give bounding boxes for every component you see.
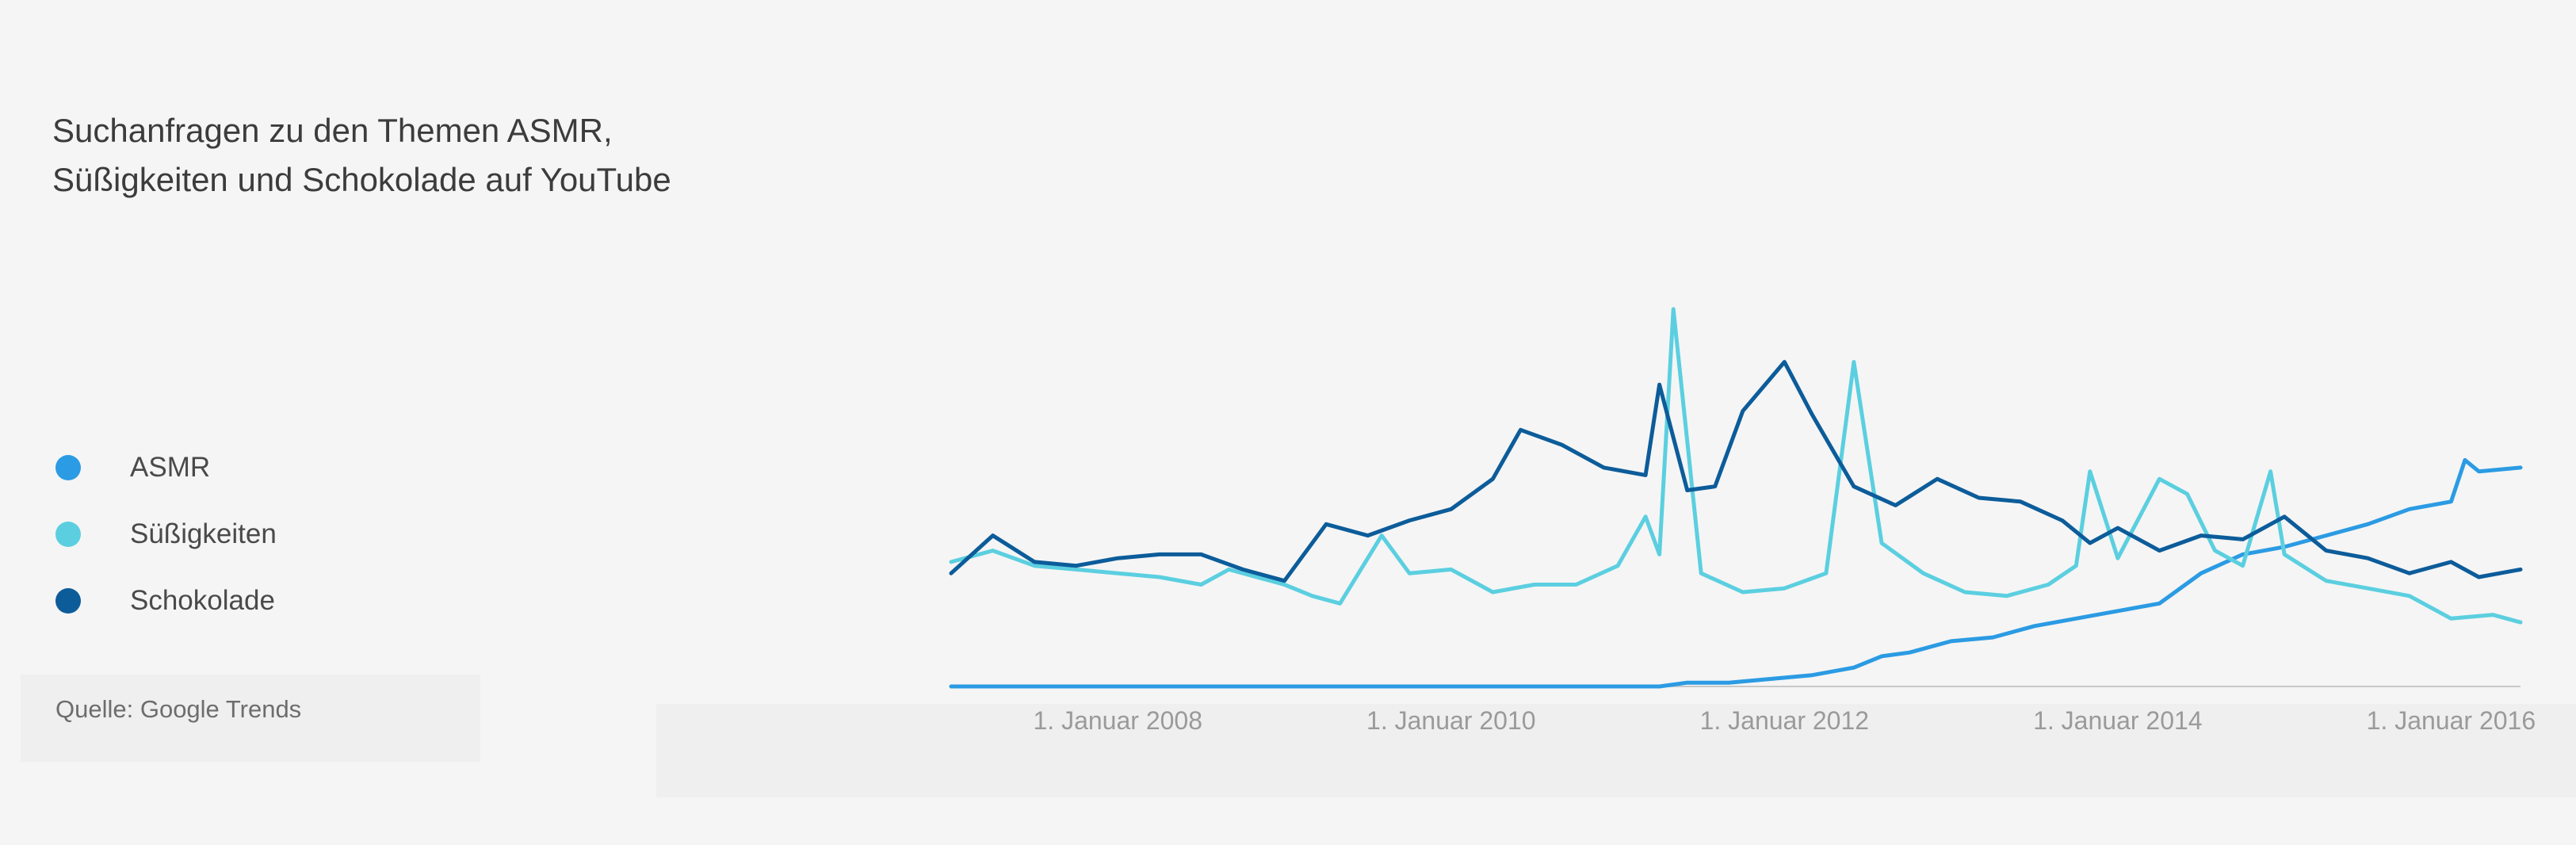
legend: ASMR Süßigkeiten Schokolade xyxy=(55,434,277,634)
chart-series xyxy=(949,307,2523,689)
legend-label-asmr: ASMR xyxy=(130,452,211,483)
x-tick-label: 1. Januar 2016 xyxy=(2367,706,2536,735)
chart-title-line-2: Süßigkeiten und Schokolade auf YouTube xyxy=(52,161,671,198)
legend-label-suessigkeiten: Süßigkeiten xyxy=(130,518,277,549)
legend-dot-schokolade-icon xyxy=(55,588,81,614)
source-box: Quelle: Google Trends xyxy=(21,675,480,762)
series-line-asmr[interactable] xyxy=(949,457,2523,689)
x-tick-label: 1. Januar 2010 xyxy=(1366,706,1536,735)
legend-item-asmr[interactable]: ASMR xyxy=(55,434,277,501)
x-tick-label: 1. Januar 2012 xyxy=(1700,706,1870,735)
chart-title-line-1: Suchanfragen zu den Themen ASMR, xyxy=(52,112,613,149)
legend-item-suessigkeiten[interactable]: Süßigkeiten xyxy=(55,501,277,568)
x-tick-label: 1. Januar 2008 xyxy=(1034,706,1203,735)
series-line-suessigkeiten[interactable] xyxy=(949,307,2523,625)
series-line-schokolade[interactable] xyxy=(949,360,2523,583)
chart-title: Suchanfragen zu den Themen ASMR, Süßigke… xyxy=(52,106,845,205)
x-axis-ticks: 1. Januar 2008 1. Januar 2010 1. Januar 20… xyxy=(951,686,2536,735)
legend-dot-asmr-icon xyxy=(55,455,81,480)
legend-label-schokolade: Schokolade xyxy=(130,585,275,616)
legend-dot-suessigkeiten-icon xyxy=(55,522,81,547)
source-text: Quelle: Google Trends xyxy=(55,695,302,723)
x-axis-band xyxy=(656,704,2576,797)
legend-item-schokolade[interactable]: Schokolade xyxy=(55,568,277,634)
x-tick-label: 1. Januar 2014 xyxy=(2033,706,2203,735)
